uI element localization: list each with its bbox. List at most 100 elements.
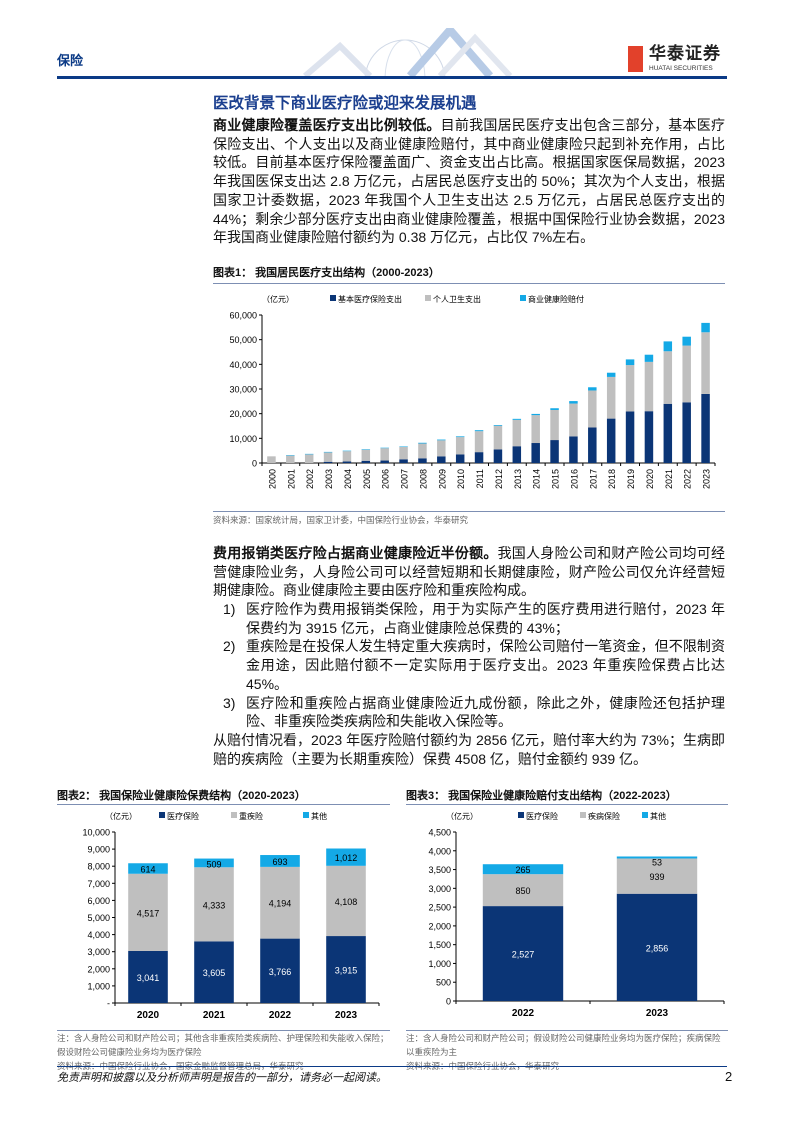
legend-swatch [425, 294, 431, 301]
bar-segment [550, 408, 559, 410]
figure-2-title: 图表2： 我国保险业健康险保费结构（2020-2023） [57, 790, 306, 803]
bar-segment [260, 938, 300, 1004]
bar-segment [437, 440, 446, 457]
bar-segment [644, 361, 654, 412]
bar-segment [616, 894, 698, 1002]
bar-segment [701, 332, 710, 394]
y-tick-label: 500 [436, 978, 451, 988]
bar-segment [267, 456, 276, 463]
x-tick-label: 2021 [664, 469, 674, 489]
bar-segment [437, 439, 446, 441]
bar-segment [482, 906, 564, 1002]
bar-segment [455, 437, 465, 455]
y-tick-label: 50,000 [229, 335, 257, 345]
unit-label: （亿元） [446, 811, 478, 821]
y-tick-label: 3,500 [428, 865, 451, 875]
bar-segment [323, 452, 333, 462]
bar-segment [482, 864, 564, 875]
figure-2: 图表2： 我国保险业健康险保费结构（2020-2023） - 1,000 2,000… [57, 788, 390, 1073]
paragraph-2-closing: 从赔付情况看，2023 年医疗险赔付额约为 2856 亿元，赔付率大约为 73%… [213, 731, 725, 767]
bar-segment [512, 418, 522, 420]
x-tick-label: 2011 [475, 469, 485, 488]
y-tick-label: 8,000 [87, 862, 110, 872]
legend-swatch [231, 812, 237, 819]
paragraph-2-list: 1) 医疗险作为费用报销类保险，用于为实际产生的医疗费用进行赔付，2023 年保费… [213, 600, 725, 731]
legend-swatch [580, 812, 586, 819]
data-label: 4,108 [335, 897, 358, 907]
bar-segment [128, 951, 168, 1004]
bar-segment [625, 411, 635, 463]
bar-segment [399, 459, 408, 463]
bar-segment [326, 866, 366, 937]
bar-segment [342, 451, 352, 462]
data-label: 3,041 [137, 973, 160, 983]
bar-segment [616, 856, 698, 859]
figure-3: 图表3： 我国保险业健康险赔付支出结构（2022-2023） 0 500 1,000… [406, 788, 728, 1073]
bar-segment [342, 461, 352, 463]
bar-segment [493, 425, 503, 450]
data-label: 53 [652, 858, 662, 868]
bar-segment [606, 372, 616, 377]
bar-segment [323, 461, 333, 463]
list-item-number: 1) [223, 601, 236, 618]
legend-swatch [330, 294, 336, 301]
data-label: 693 [272, 857, 287, 867]
x-tick-label: 2006 [381, 469, 391, 489]
x-tick-label: 2018 [607, 469, 617, 489]
figure-1-source: 资料来源：国家统计局，国家卫计委，中国保险行业协会，华泰研究 [213, 514, 469, 525]
x-tick-label: 2016 [569, 469, 579, 489]
data-label: 4,194 [269, 899, 292, 909]
x-tick-label: 2012 [494, 469, 504, 489]
bar-segment [606, 418, 616, 463]
bar-segment [260, 855, 300, 868]
bar-segment [682, 345, 691, 403]
bar-segment [326, 848, 366, 867]
y-tick-label: 20,000 [229, 409, 257, 419]
bar-segment [625, 364, 635, 412]
chart-health-claims: 0 500 1,000 1,500 2,000 2,500 3,000 3,500 4,000 4… [428, 811, 725, 1019]
list-item-text: 医疗险作为费用报销类保险，用于为实际产生的医疗费用进行赔付，2023 年保费约为… [246, 601, 725, 636]
y-tick-label: 1,500 [428, 941, 451, 951]
bar-segment [418, 442, 427, 444]
bar-segment [194, 858, 234, 868]
x-tick-label: 2004 [343, 469, 353, 489]
bar-segment [260, 867, 300, 939]
x-tick-label: 2009 [437, 469, 447, 489]
legend-label: 其他 [650, 811, 666, 821]
bar-segment [482, 874, 564, 907]
y-tick-label: 10,000 [229, 434, 257, 444]
logo-text-en: HUATAI SECURITIES [649, 65, 713, 72]
data-label: 509 [206, 860, 221, 870]
y-tick-label: 2,000 [87, 965, 110, 975]
main-column: 医改背景下商业医疗险或迎来发展机遇 商业健康险覆盖医疗支出比例较低。目前我国居民… [213, 91, 725, 768]
y-tick-label: 5,000 [87, 913, 110, 923]
x-tick-label: 2005 [362, 469, 372, 489]
bar-segment [326, 936, 366, 1004]
y-tick-label: 40,000 [229, 360, 257, 370]
bar-segment [128, 863, 168, 875]
y-tick-label: 6,000 [87, 896, 110, 906]
data-label: 2,527 [512, 950, 535, 960]
y-tick-label: 3,000 [428, 884, 451, 894]
data-label: 1,012 [335, 854, 358, 864]
header-globe-graphic [303, 28, 513, 76]
figure-2-bottom-rule [57, 1030, 390, 1032]
list-item-text: 医疗险和重疾险占据商业健康险近九成份额，除此之外，健康险还包括护理险、非重疾险类… [246, 694, 725, 730]
data-label: 3,915 [335, 966, 358, 976]
legend-label: 重疾险 [239, 811, 263, 821]
header-divider [57, 76, 727, 79]
y-tick-label: 2,500 [428, 903, 451, 913]
y-tick-label: 1,000 [428, 959, 451, 969]
x-tick-label: 2003 [324, 469, 334, 489]
x-tick-label: 2020 [645, 469, 655, 489]
x-tick-label: 2021 [203, 1010, 226, 1021]
legend-swatch [642, 812, 648, 819]
bar-segment [380, 448, 389, 461]
y-tick-label: 10,000 [82, 828, 110, 838]
x-tick-label: 2022 [269, 1010, 292, 1021]
x-tick-label: 2020 [137, 1010, 160, 1021]
bar-segment [399, 446, 408, 460]
list-item-number: 2) [223, 638, 236, 655]
bar-segment [455, 436, 465, 438]
bar-segment [682, 336, 691, 346]
